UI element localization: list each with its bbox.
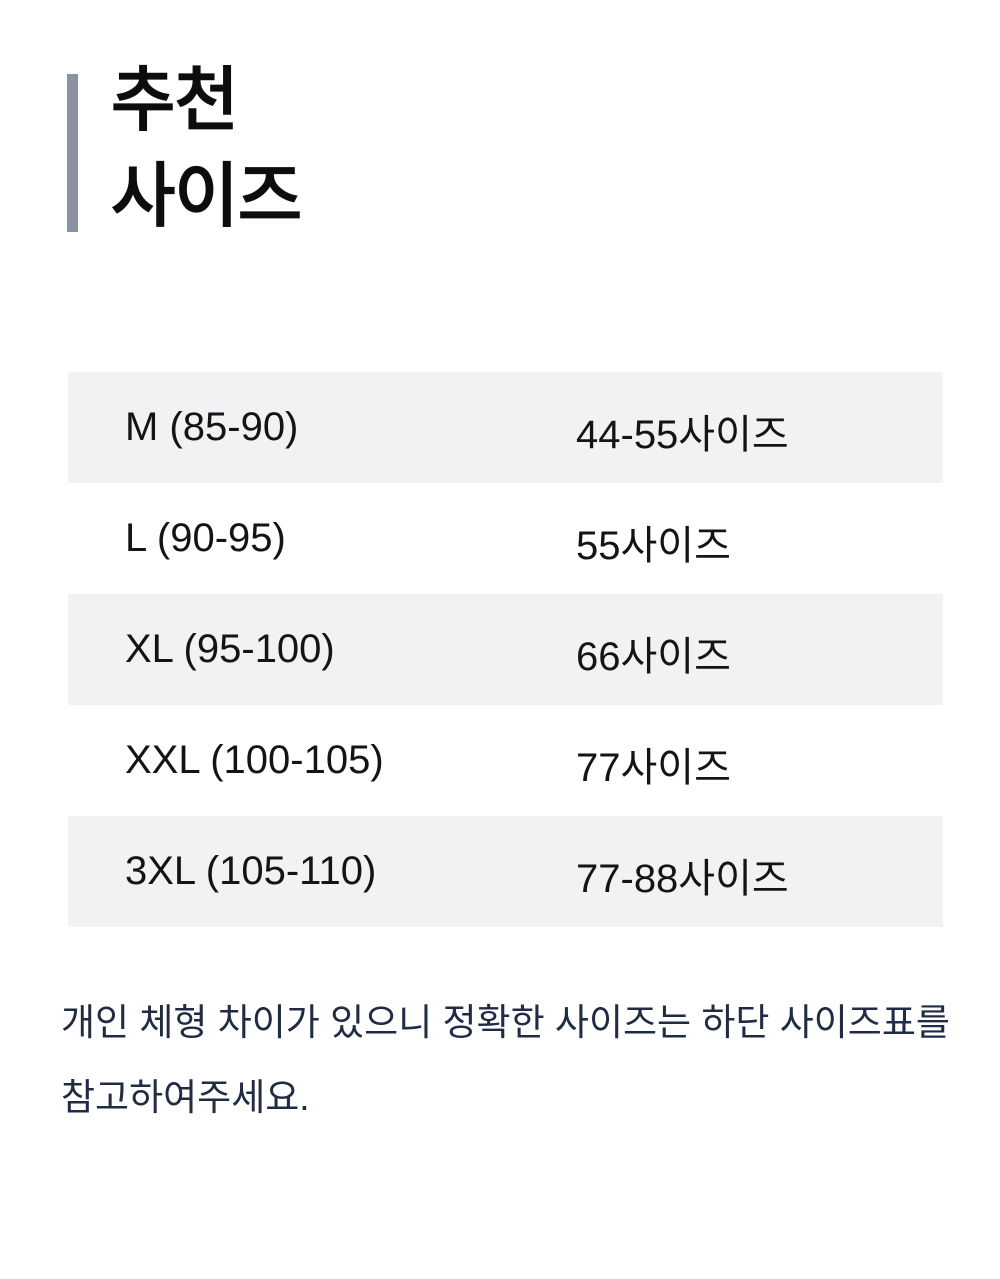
page-title-line1: 추천 <box>111 61 239 139</box>
table-row: M (85-90) 44-55사이즈 <box>68 372 943 483</box>
size-note-line1: 개인 체형 차이가 있으니 정확한 사이즈는 하단 사이즈표를 <box>61 1002 950 1043</box>
table-row: L (90-95) 55사이즈 <box>68 483 943 594</box>
page-title-line2: 사이즈 <box>111 157 302 235</box>
size-label-cell: XL (95-100) <box>125 627 335 671</box>
korean-size-cell: 77-88사이즈 <box>576 856 789 901</box>
size-label-cell: XXL (100-105) <box>125 738 384 782</box>
size-note-line2: 참고하여주세요. <box>61 1077 310 1118</box>
korean-size-cell: 44-55사이즈 <box>576 412 789 457</box>
table-row: 3XL (105-110) 77-88사이즈 <box>68 816 943 927</box>
table-row: XL (95-100) 66사이즈 <box>68 594 943 705</box>
table-row: XXL (100-105) 77사이즈 <box>68 705 943 816</box>
korean-size-cell: 77사이즈 <box>576 745 731 790</box>
page-title: 추천 사이즈 <box>111 52 302 244</box>
korean-size-cell: 55사이즈 <box>576 523 731 568</box>
size-note: 개인 체형 차이가 있으니 정확한 사이즈는 하단 사이즈표를 참고하여주세요. <box>61 985 961 1135</box>
size-table: M (85-90) 44-55사이즈 L (90-95) 55사이즈 XL (9… <box>68 372 943 927</box>
korean-size-cell: 66사이즈 <box>576 634 731 679</box>
size-label-cell: M (85-90) <box>125 405 299 449</box>
size-label-cell: L (90-95) <box>125 516 286 560</box>
size-label-cell: 3XL (105-110) <box>125 849 377 893</box>
title-accent-bar <box>67 74 78 232</box>
